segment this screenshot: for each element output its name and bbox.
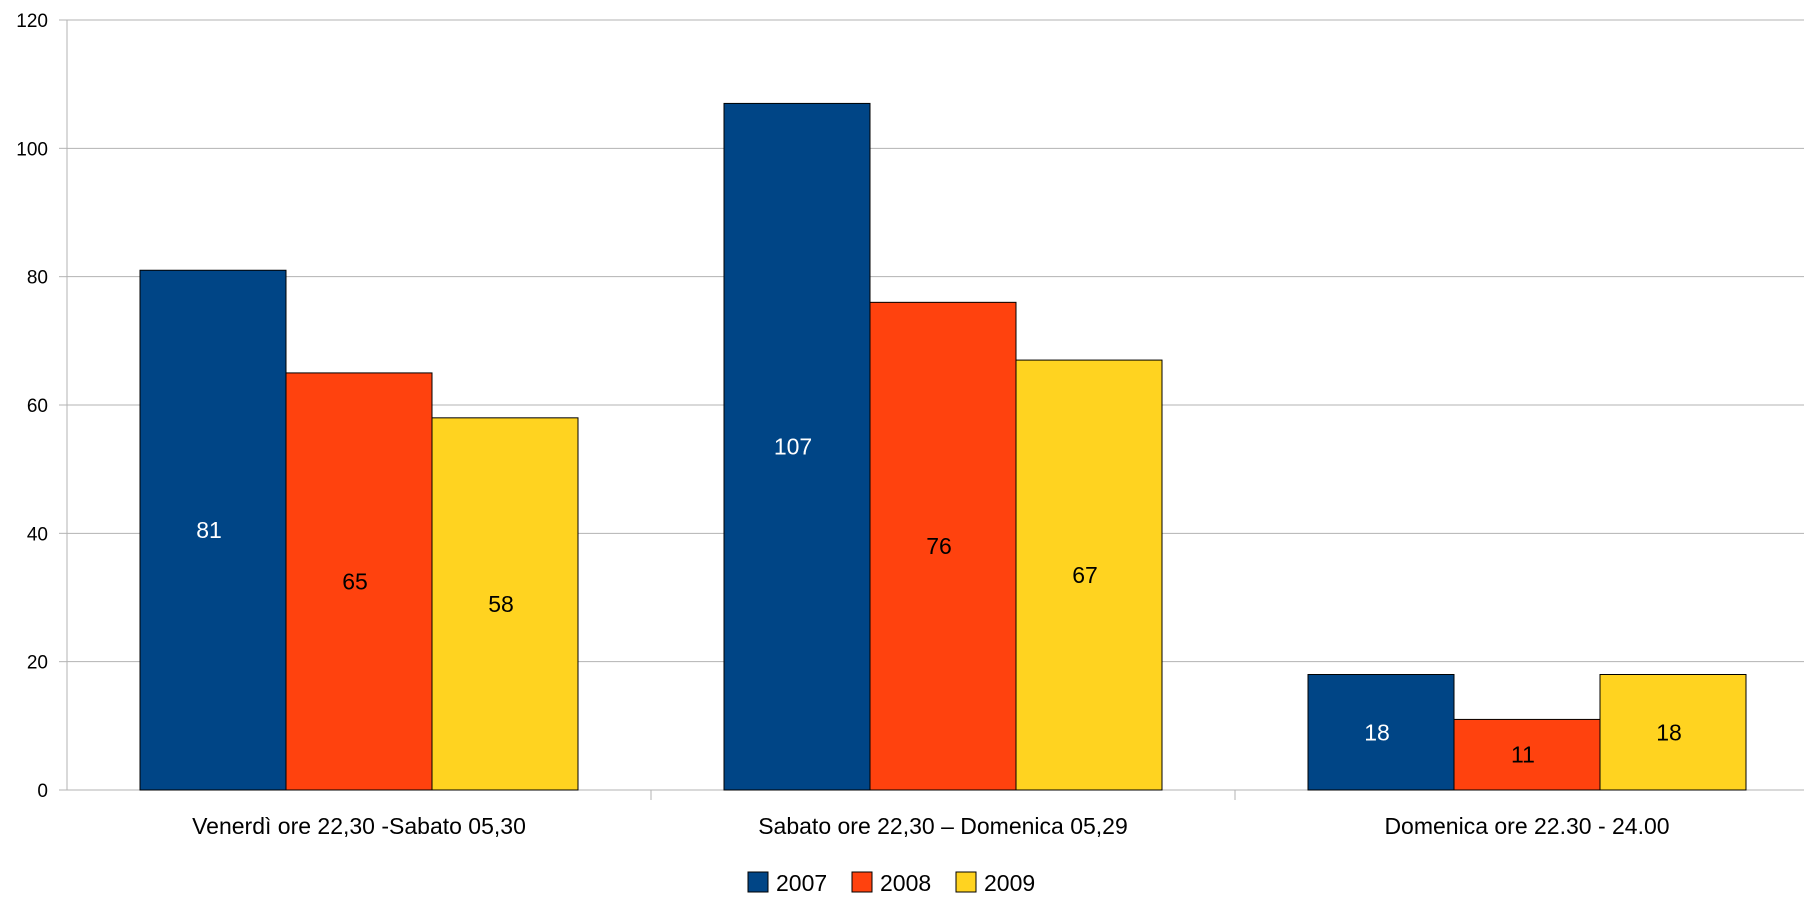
y-tick-label: 0	[37, 781, 48, 802]
bar-data-label: 18	[1656, 719, 1682, 745]
bar-data-label: 76	[926, 533, 952, 559]
x-category-label: Domenica ore 22.30 - 24.00	[1384, 813, 1669, 839]
bar-data-label: 65	[342, 568, 368, 594]
legend-label: 2007	[776, 870, 827, 896]
x-category-label: Sabato ore 22,30 – Domenica 05,29	[758, 813, 1128, 839]
bar-2007	[723, 102, 871, 791]
bar-data-label: 58	[488, 591, 514, 617]
bars	[139, 102, 1747, 791]
legend-swatch-2008	[851, 871, 873, 893]
legend-swatch-2009	[955, 871, 977, 893]
bar-data-label: 11	[1511, 742, 1535, 768]
legend-label: 2008	[880, 870, 931, 896]
bar-2007	[1307, 674, 1455, 791]
legend-swatch-2007	[747, 871, 769, 893]
bar-data-label: 67	[1072, 562, 1098, 588]
bar-2008	[285, 372, 433, 791]
bar-data-label: 18	[1364, 719, 1390, 745]
y-tick-label: 60	[27, 396, 48, 417]
y-tick-label: 100	[16, 139, 48, 160]
y-tick-label: 20	[27, 653, 48, 674]
legend-label: 2009	[984, 870, 1035, 896]
bar-data-label: 81	[196, 517, 222, 543]
data-labels: 81 65 58 107 76 67 18 11 18	[196, 434, 1682, 768]
y-tick-label: 40	[27, 524, 48, 545]
bar-2007	[139, 269, 287, 791]
bar-2009	[1015, 359, 1163, 791]
x-category-label: Venerdì ore 22,30 -Sabato 05,30	[192, 813, 526, 839]
bar-data-label: 107	[774, 434, 812, 460]
y-tick-label: 80	[27, 268, 48, 289]
legend: 2007 2008 2009	[747, 870, 1035, 896]
bar-2008	[869, 301, 1017, 791]
y-tick-label: 120	[16, 11, 48, 32]
bar-2009	[1599, 674, 1747, 791]
bar-2009	[431, 417, 579, 791]
